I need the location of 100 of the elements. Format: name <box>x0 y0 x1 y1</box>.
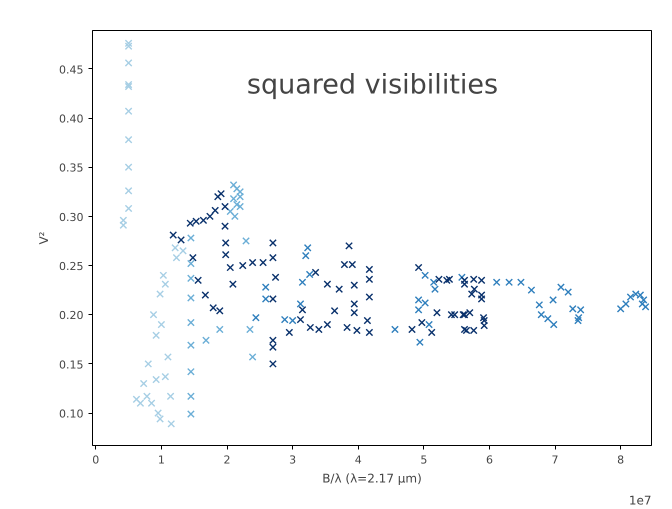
point <box>430 278 438 286</box>
point <box>622 300 630 308</box>
point <box>616 304 625 313</box>
point <box>642 302 650 311</box>
point <box>226 208 234 216</box>
point <box>458 273 466 282</box>
point <box>144 360 152 368</box>
y-tick-label: 0.40 <box>59 112 84 126</box>
point <box>167 420 176 428</box>
point <box>549 296 557 304</box>
point <box>535 300 544 309</box>
x-tick-label: 7 <box>552 454 559 466</box>
point <box>298 278 306 286</box>
x-tick-label: 1 <box>158 454 165 466</box>
point <box>187 234 195 242</box>
x-tick-label: 3 <box>289 454 296 466</box>
x-tick-label: 8 <box>617 454 624 466</box>
point <box>124 42 132 50</box>
point <box>187 294 195 302</box>
point <box>232 200 241 208</box>
y-tick-label: 0.15 <box>59 358 84 372</box>
y-axis-title: V² <box>37 231 52 245</box>
point <box>550 320 558 328</box>
point <box>236 202 244 210</box>
x-tick-label: 4 <box>354 454 362 466</box>
point <box>161 372 170 381</box>
point <box>505 278 514 286</box>
point <box>517 278 525 286</box>
point <box>124 82 132 90</box>
point <box>187 392 195 400</box>
point <box>140 380 148 388</box>
point <box>124 39 132 48</box>
point <box>132 395 140 404</box>
point <box>425 320 433 328</box>
point <box>574 314 583 322</box>
point <box>119 221 128 230</box>
point <box>232 184 241 193</box>
point <box>159 271 168 280</box>
point <box>230 181 238 189</box>
point <box>574 316 582 324</box>
point <box>391 326 399 334</box>
point <box>306 270 314 278</box>
point <box>187 260 195 268</box>
point <box>638 300 646 308</box>
point <box>124 186 132 195</box>
y-tick-label: 0.30 <box>59 210 84 224</box>
y-tick-label: 0.10 <box>59 408 84 421</box>
point <box>528 286 536 294</box>
y-tick-label: 0.20 <box>59 309 84 322</box>
point <box>143 392 151 400</box>
y-tick-label: 0.25 <box>59 260 84 274</box>
point <box>187 410 195 418</box>
point <box>564 288 572 296</box>
point <box>236 188 244 196</box>
point <box>136 399 144 408</box>
point <box>161 280 170 288</box>
point <box>119 216 128 224</box>
point <box>640 296 648 304</box>
point <box>152 376 160 384</box>
point <box>431 285 439 294</box>
point <box>124 204 132 212</box>
point <box>124 107 132 116</box>
point <box>304 244 312 252</box>
point <box>152 331 160 340</box>
point <box>202 336 210 344</box>
point <box>187 368 195 376</box>
point <box>187 341 195 350</box>
point <box>187 318 195 326</box>
point <box>296 300 304 308</box>
point <box>248 353 256 361</box>
point <box>187 274 195 282</box>
point <box>557 283 565 292</box>
point <box>154 409 162 417</box>
point <box>124 136 132 144</box>
x-axis-title: B/λ (λ=2.17 μm) <box>322 472 422 486</box>
text: 1e7 <box>628 494 652 508</box>
point <box>262 283 270 292</box>
point <box>124 163 132 172</box>
point <box>537 310 546 319</box>
point <box>216 326 224 334</box>
point <box>246 326 254 334</box>
y-tick-label: 0.45 <box>59 63 84 76</box>
x-tick-label: 5 <box>420 454 428 466</box>
point <box>172 254 180 262</box>
x-tick-label: 2 <box>224 454 230 466</box>
point <box>156 415 164 423</box>
point <box>414 306 422 314</box>
point <box>421 271 430 280</box>
y-tick-label: 0.35 <box>59 162 84 175</box>
point <box>158 320 166 328</box>
point <box>262 295 270 303</box>
point <box>252 314 260 322</box>
point <box>124 80 132 88</box>
point <box>302 252 310 260</box>
point <box>156 290 164 298</box>
point <box>166 392 174 400</box>
x-tick-label: 0 <box>92 454 100 466</box>
point <box>150 310 158 319</box>
point <box>148 399 156 408</box>
point <box>544 314 552 323</box>
